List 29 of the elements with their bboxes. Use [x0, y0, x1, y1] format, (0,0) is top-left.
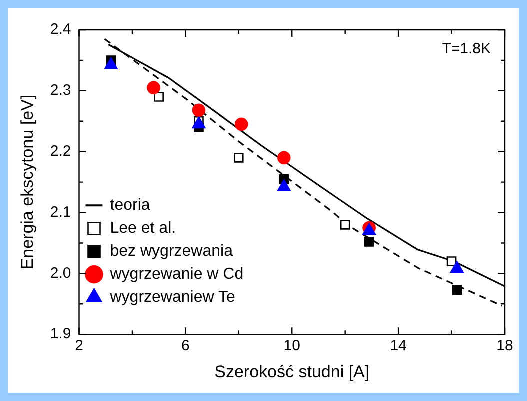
- x-tick-label: 2: [75, 338, 84, 355]
- point: [277, 151, 291, 165]
- y-tick-label: 2.0: [50, 264, 72, 282]
- x-axis-title: Szerokość studni [A]: [214, 362, 370, 382]
- x-tick-label: 18: [496, 338, 514, 355]
- point: [234, 153, 244, 163]
- y-tick-label: 2.3: [50, 82, 72, 100]
- point: [192, 104, 206, 118]
- x-tick-label: 6: [182, 338, 190, 355]
- y-axis-title: Energia ekscytonu [eV]: [18, 94, 37, 270]
- legend-label: bez wygrzewania: [110, 243, 234, 260]
- y-tick-label: 2.1: [50, 204, 72, 221]
- legend-label: wygrzewaniew Te: [109, 289, 236, 306]
- y-tick-label: 1.9: [50, 326, 72, 343]
- y-tick-label: 2.2: [50, 142, 72, 160]
- point: [340, 220, 350, 230]
- legend-label: wygrzewanie w Cd: [109, 266, 244, 284]
- legend-label: Lee et al.: [110, 220, 176, 238]
- point: [446, 256, 457, 266]
- point: [234, 118, 248, 132]
- y-tick-label: 2.4: [50, 21, 72, 38]
- point: [147, 81, 160, 95]
- point: [452, 285, 462, 296]
- x-tick-label: 10: [284, 338, 300, 355]
- x-tick-label: 14: [390, 338, 407, 355]
- annotation: T=1.8K: [442, 40, 491, 58]
- legend-label: teoria: [110, 197, 150, 214]
- point: [364, 237, 374, 247]
- point: [154, 92, 164, 102]
